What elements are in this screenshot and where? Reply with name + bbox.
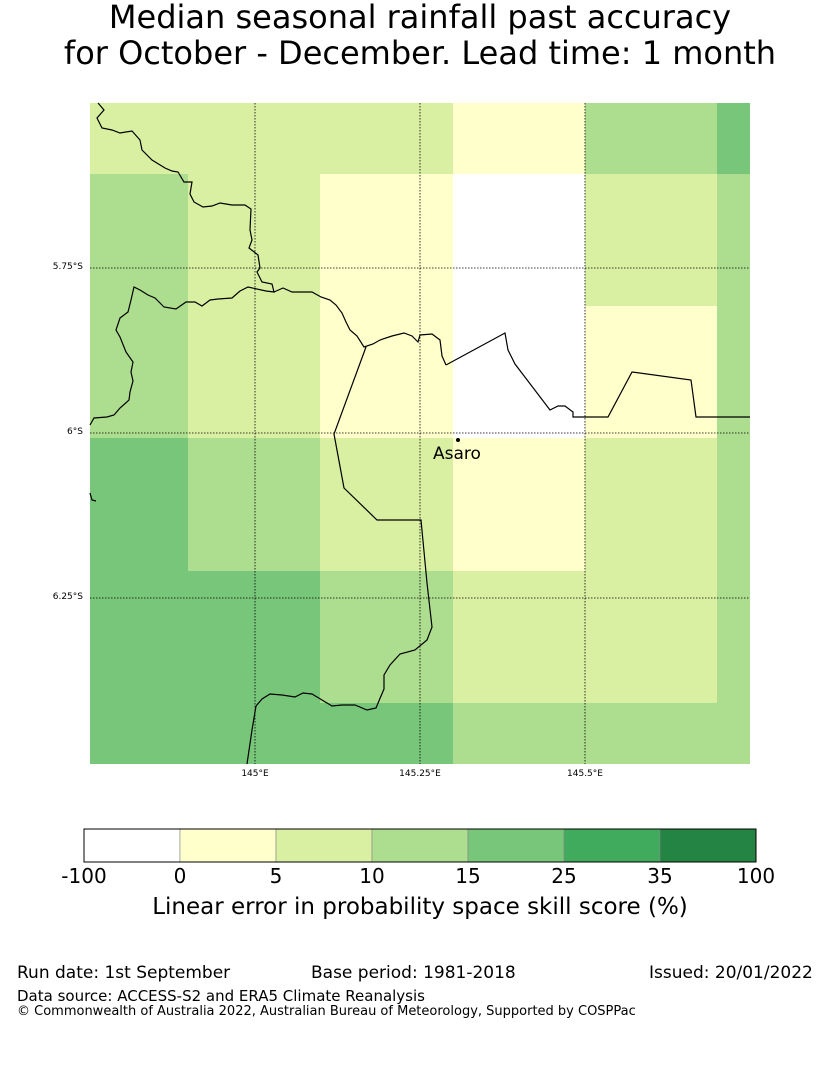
run-date: Run date: 1st September <box>17 963 231 983</box>
colorbar-bin <box>371 828 469 863</box>
colorbar-bin <box>179 828 277 863</box>
grid-cell <box>585 103 717 174</box>
colorbar-tick-label: -100 <box>61 864 107 888</box>
colorbar-tick-label: 100 <box>736 864 776 888</box>
colorbar-tick-label: 35 <box>647 864 673 888</box>
grid-cell <box>90 174 188 438</box>
asaro-point <box>456 438 460 442</box>
grid-cell <box>320 438 453 571</box>
colorbar-bin <box>467 828 565 863</box>
grid-cell <box>453 438 585 571</box>
base-period: Base period: 1981-2018 <box>311 963 516 983</box>
grid-cell <box>188 174 320 438</box>
grid-cell <box>585 306 717 438</box>
grid-cell <box>320 174 453 438</box>
grid-cell <box>90 438 188 703</box>
lon-tick-label: 145.5°E <box>567 769 603 779</box>
lat-tick-label: 6°S <box>67 427 83 437</box>
colorbar-tick-label: 10 <box>359 864 385 888</box>
graticule <box>90 103 750 764</box>
colorbar <box>83 828 757 863</box>
colorbar-title: Linear error in probability space skill … <box>152 894 688 920</box>
chart-title-line1: Median seasonal rainfall past accuracy <box>108 0 732 36</box>
chart-title-line2: for October - December. Lead time: 1 mon… <box>63 34 777 72</box>
place-label-asaro: Asaro <box>433 444 481 464</box>
lat-tick-label: 6.25°S <box>52 592 83 602</box>
lat-tick-label: 5.75°S <box>52 262 83 272</box>
colorbar-tick-label: 0 <box>173 864 187 888</box>
grid-cell <box>717 438 750 764</box>
grid-cell <box>453 174 585 438</box>
data-source: Data source: ACCESS-S2 and ERA5 Climate … <box>17 987 425 1005</box>
issued-date: Issued: 20/01/2022 <box>649 963 813 983</box>
colorbar-tick-label: 5 <box>269 864 283 888</box>
grid-cell <box>188 571 320 703</box>
lon-tick-label: 145.25°E <box>399 769 441 779</box>
colorbar-bin <box>563 828 661 863</box>
skill-grid <box>90 103 750 764</box>
colorbar-tick-label: 25 <box>551 864 577 888</box>
province-boundaries <box>89 102 750 765</box>
grid-cell <box>585 174 717 306</box>
grid-cell <box>320 571 453 703</box>
grid-cell <box>188 438 320 571</box>
colorbar-tick-label: 15 <box>455 864 481 888</box>
grid-cell <box>90 103 453 174</box>
grid-cell <box>717 174 750 438</box>
lon-tick-label: 145°E <box>241 769 269 779</box>
grid-cell <box>453 571 585 703</box>
grid-cell <box>453 103 585 174</box>
grid-cell <box>585 438 717 703</box>
copyright: © Commonwealth of Australia 2022, Austra… <box>17 1004 636 1019</box>
colorbar-bin <box>659 828 757 863</box>
grid-cell <box>90 703 453 764</box>
grid-cell <box>717 103 750 174</box>
colorbar-bin <box>275 828 373 863</box>
colorbar-bin <box>83 828 181 863</box>
